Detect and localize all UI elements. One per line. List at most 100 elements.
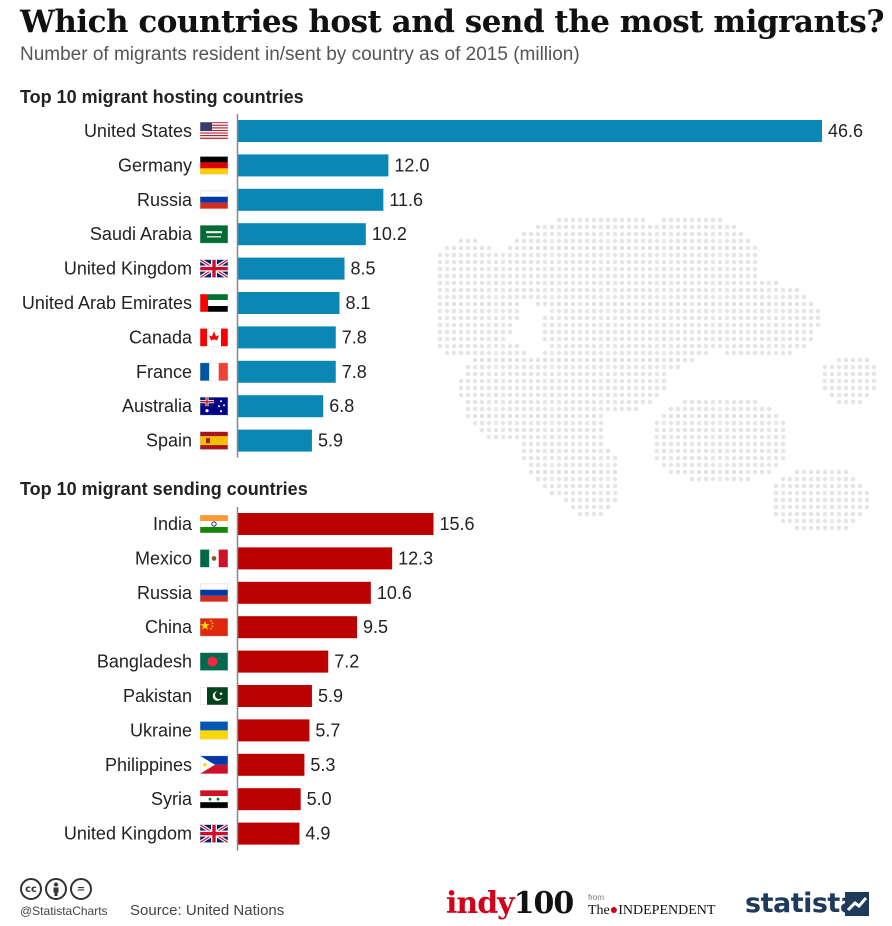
map-dot: [584, 343, 590, 349]
map-dot: [528, 364, 534, 370]
map-dot: [584, 224, 590, 230]
map-dot: [605, 343, 611, 349]
map-dot: [822, 497, 828, 503]
map-dot: [570, 427, 576, 433]
map-dot: [507, 252, 513, 258]
map-dot: [682, 469, 688, 475]
map-dot: [717, 322, 723, 328]
map-dot: [661, 273, 667, 279]
map-dot: [710, 336, 716, 342]
map-dot: [745, 301, 751, 307]
map-dot: [472, 413, 478, 419]
map-dot: [661, 224, 667, 230]
map-dot: [591, 224, 597, 230]
map-dot: [542, 287, 548, 293]
map-dot: [822, 385, 828, 391]
map-dot: [514, 399, 520, 405]
map-dot: [577, 483, 583, 489]
map-dot: [766, 301, 772, 307]
map-dot: [556, 245, 562, 251]
map-dot: [850, 518, 856, 524]
map-dot: [633, 224, 639, 230]
map-dot: [493, 420, 499, 426]
map-dot: [822, 504, 828, 510]
map-dot: [689, 406, 695, 412]
map-dot: [724, 462, 730, 468]
map-dot: [535, 301, 541, 307]
map-dot: [675, 343, 681, 349]
map-dot: [612, 378, 618, 384]
map-dot: [808, 315, 814, 321]
map-dot: [682, 455, 688, 461]
map-dot: [549, 245, 555, 251]
map-dot: [570, 231, 576, 237]
map-dot: [745, 462, 751, 468]
map-dot: [563, 462, 569, 468]
map-dot: [780, 329, 786, 335]
map-dot: [507, 350, 513, 356]
map-dot: [759, 462, 765, 468]
map-dot: [689, 217, 695, 223]
map-dot: [556, 329, 562, 335]
map-dot: [556, 413, 562, 419]
map-dot: [465, 252, 471, 258]
map-dot: [577, 392, 583, 398]
map-dot: [675, 329, 681, 335]
map-dot: [850, 483, 856, 489]
map-dot: [570, 336, 576, 342]
map-dot: [563, 420, 569, 426]
map-dot: [563, 308, 569, 314]
map-dot: [542, 357, 548, 363]
map-dot: [647, 224, 653, 230]
map-dot: [542, 420, 548, 426]
map-dot: [857, 357, 863, 363]
map-dot: [668, 322, 674, 328]
map-dot: [759, 455, 765, 461]
map-dot: [710, 462, 716, 468]
map-dot: [661, 434, 667, 440]
category-label: Syria: [151, 789, 193, 809]
map-dot: [850, 399, 856, 405]
map-dot: [493, 413, 499, 419]
chart-title: Which countries host and send the most m…: [20, 4, 884, 40]
map-dot: [738, 427, 744, 433]
map-dot: [563, 287, 569, 293]
map-dot: [675, 238, 681, 244]
map-dot: [745, 350, 751, 356]
map-dot: [598, 294, 604, 300]
map-dot: [864, 392, 870, 398]
map-dot: [703, 420, 709, 426]
map-dot: [521, 385, 527, 391]
map-dot: [731, 273, 737, 279]
map-dot: [640, 392, 646, 398]
map-dot: [724, 420, 730, 426]
map-dot: [647, 252, 653, 258]
map-dot: [654, 280, 660, 286]
map-dot: [801, 504, 807, 510]
map-dot: [654, 455, 660, 461]
map-dot: [703, 273, 709, 279]
map-dot: [640, 378, 646, 384]
map-dot: [563, 427, 569, 433]
map-dot: [563, 406, 569, 412]
map-dot: [829, 371, 835, 377]
map-dot: [675, 280, 681, 286]
map-dot: [535, 273, 541, 279]
map-dot: [724, 343, 730, 349]
map-dot: [479, 406, 485, 412]
map-dot: [682, 252, 688, 258]
map-dot: [703, 252, 709, 258]
map-dot: [577, 420, 583, 426]
map-dot: [661, 301, 667, 307]
map-dot: [675, 448, 681, 454]
map-dot: [745, 476, 751, 482]
map-dot: [598, 308, 604, 314]
map-dot: [570, 273, 576, 279]
map-dot: [465, 301, 471, 307]
map-dot: [556, 266, 562, 272]
map-dot: [682, 266, 688, 272]
map-dot: [591, 427, 597, 433]
map-dot: [696, 476, 702, 482]
map-dot: [535, 392, 541, 398]
map-dot: [479, 399, 485, 405]
